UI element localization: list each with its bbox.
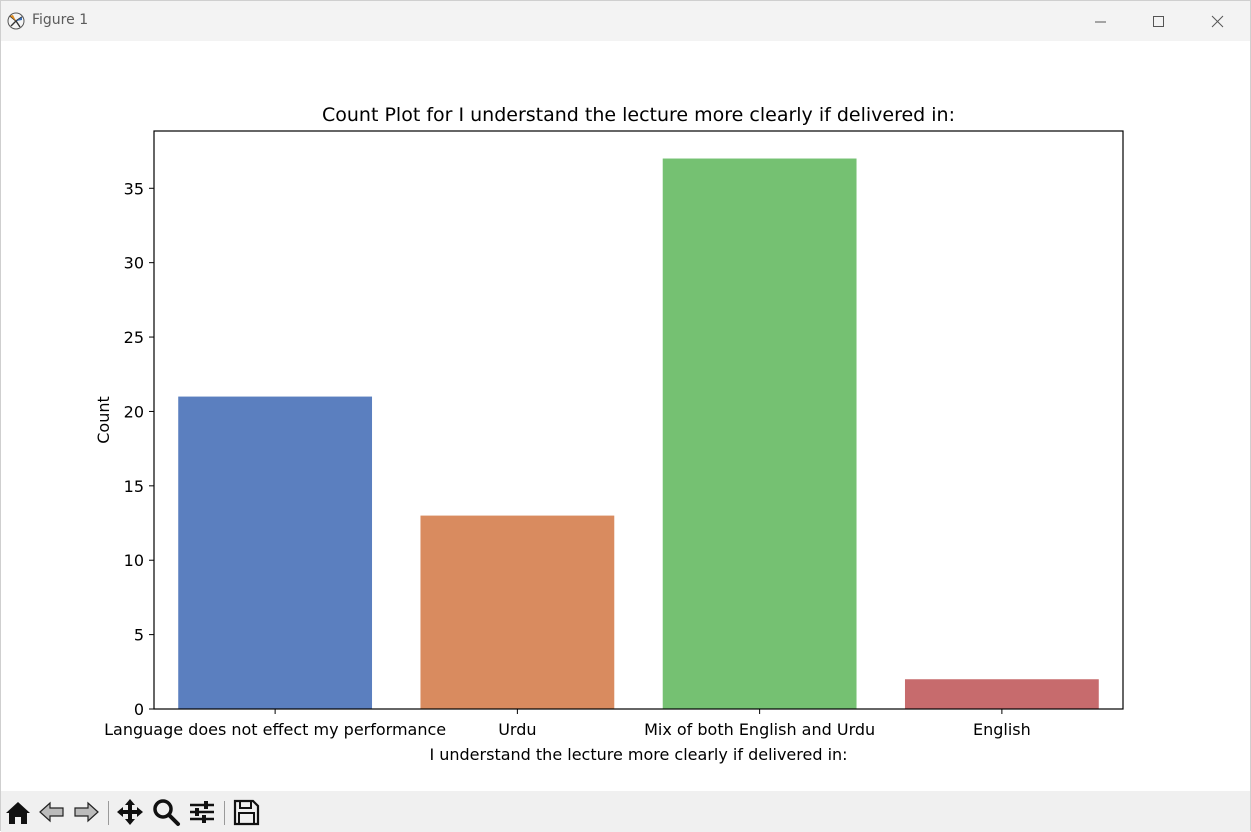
title-bar[interactable]: Figure 1 bbox=[1, 1, 1250, 41]
pan-move-icon[interactable] bbox=[115, 797, 145, 827]
bar bbox=[904, 679, 1099, 709]
toolbar-separator bbox=[224, 801, 225, 825]
y-tick-label: 15 bbox=[124, 477, 144, 496]
plot-frame bbox=[153, 130, 1124, 710]
save-disk-icon[interactable] bbox=[231, 797, 261, 827]
window-title: Figure 1 bbox=[32, 12, 89, 28]
y-tick-label: 30 bbox=[124, 254, 144, 273]
minimize-icon[interactable] bbox=[1077, 7, 1123, 37]
y-tick-label: 25 bbox=[124, 328, 144, 347]
x-tick-label: Mix of both English and Urdu bbox=[644, 720, 875, 739]
bar bbox=[420, 515, 615, 709]
x-tick-label: Urdu bbox=[498, 720, 536, 739]
y-tick-label: 20 bbox=[124, 402, 144, 421]
configure-subplots-icon[interactable] bbox=[187, 797, 217, 827]
forward-arrow-icon[interactable] bbox=[71, 797, 101, 827]
home-icon[interactable] bbox=[3, 797, 33, 827]
y-tick-label: 35 bbox=[124, 179, 144, 198]
bar bbox=[178, 396, 373, 709]
count-plot-chart: Count Plot for I understand the lecture … bbox=[94, 104, 1124, 764]
maximize-icon[interactable] bbox=[1135, 7, 1181, 37]
x-tick-label: English bbox=[973, 720, 1031, 739]
bar bbox=[662, 158, 857, 709]
close-icon[interactable] bbox=[1193, 7, 1239, 37]
navigation-toolbar bbox=[1, 791, 1250, 832]
y-axis-label: Count bbox=[94, 396, 113, 444]
figure-canvas: Count Plot for I understand the lecture … bbox=[1, 41, 1250, 791]
zoom-magnifier-icon[interactable] bbox=[151, 797, 181, 827]
y-tick-label: 0 bbox=[134, 700, 144, 719]
chart-title: Count Plot for I understand the lecture … bbox=[322, 104, 955, 126]
x-tick-label: Language does not effect my performance bbox=[104, 720, 446, 739]
back-arrow-icon[interactable] bbox=[37, 797, 67, 827]
x-axis-label: I understand the lecture more clearly if… bbox=[429, 745, 847, 764]
y-tick-label: 10 bbox=[124, 551, 144, 570]
y-tick-label: 5 bbox=[134, 626, 144, 645]
matplotlib-app-icon bbox=[7, 12, 25, 30]
toolbar-separator bbox=[108, 801, 109, 825]
